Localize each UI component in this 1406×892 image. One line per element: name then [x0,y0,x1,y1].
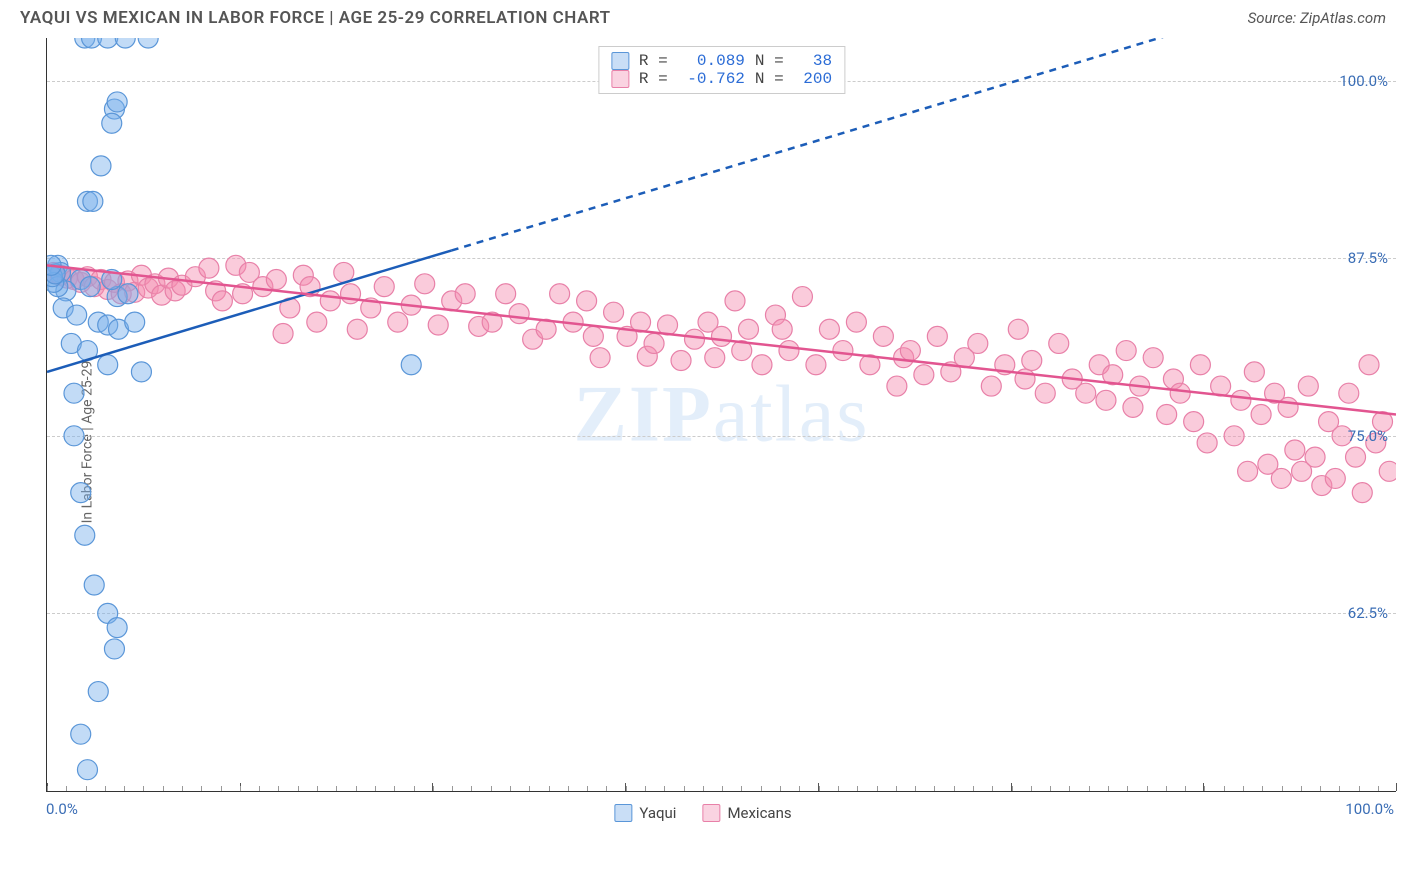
stats-n-value: 200 [803,70,832,88]
stats-r-label: R = [639,70,677,88]
stats-swatch-blue [611,52,629,70]
chart-source: Source: ZipAtlas.com [1248,9,1386,27]
scatter-svg [47,38,1396,791]
stats-row-yaqui: R = 0.089 N = 38 [611,52,832,70]
stats-swatch-pink [611,70,629,88]
legend-label: Yaqui [639,804,676,822]
stats-n-label: N = [755,52,793,70]
correlation-stats-box: R = 0.089 N = 38 R = -0.762 N = 200 [598,46,845,94]
stats-row-mexicans: R = -0.762 N = 200 [611,70,832,88]
y-tick-label: 100.0% [1339,72,1388,90]
legend-swatch-blue [614,804,632,822]
legend-swatch-pink [702,804,720,822]
stats-r-value: -0.762 [687,70,745,88]
legend: Yaqui Mexicans [614,804,791,822]
y-tick-label: 62.5% [1348,604,1388,622]
plot-area: ZIPatlas R = 0.089 N = 38 R = -0.762 N =… [46,38,1396,792]
x-axis-max-label: 100.0% [1345,800,1394,818]
stats-n-value: 38 [803,52,832,70]
stats-r-value: 0.089 [687,52,745,70]
chart-area: In Labor Force | Age 25-29 ZIPatlas R = … [0,32,1406,852]
stats-r-label: R = [639,52,677,70]
chart-header: YAQUI VS MEXICAN IN LABOR FORCE | AGE 25… [0,0,1406,32]
chart-title: YAQUI VS MEXICAN IN LABOR FORCE | AGE 25… [20,8,611,28]
x-axis-min-label: 0.0% [46,800,78,818]
legend-item-mexicans: Mexicans [702,804,791,822]
stats-n-label: N = [755,70,793,88]
y-tick-label: 75.0% [1348,427,1388,445]
legend-label: Mexicans [727,804,791,822]
y-tick-label: 87.5% [1348,249,1388,267]
legend-item-yaqui: Yaqui [614,804,676,822]
